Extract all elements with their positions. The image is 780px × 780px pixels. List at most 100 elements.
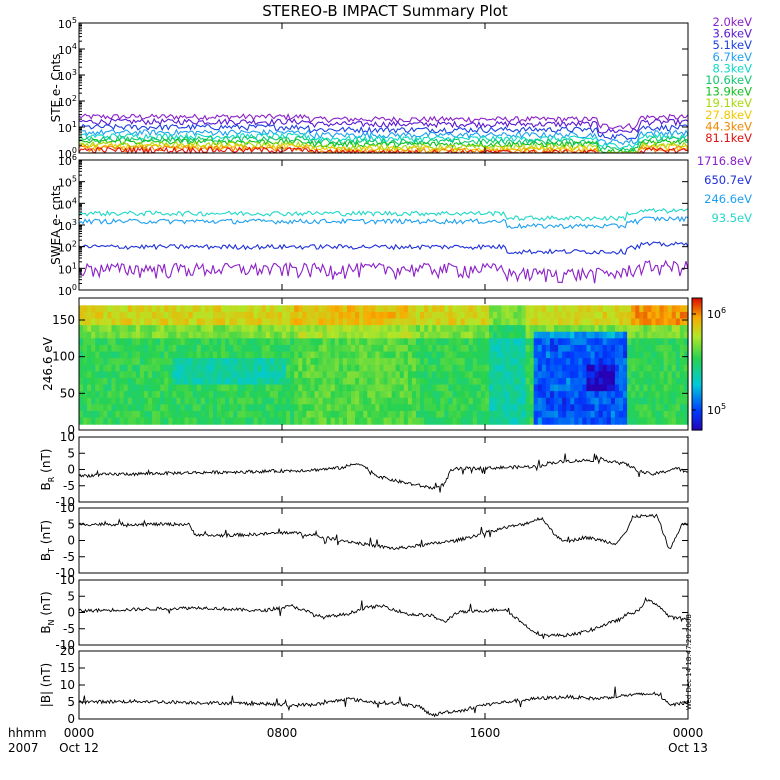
- heatmap-cell: [253, 351, 259, 359]
- heatmap-cell: [663, 410, 669, 419]
- heatmap-cell: [558, 410, 563, 419]
- heatmap-cell: [411, 331, 417, 339]
- heatmap-cell: [554, 397, 559, 405]
- heatmap-cell: [655, 397, 661, 405]
- colorbar-step: [692, 322, 702, 325]
- heatmap-cell: [375, 325, 381, 333]
- heatmap-cell: [99, 344, 104, 353]
- heatmap-cell: [399, 311, 405, 320]
- heatmap-cell: [302, 384, 307, 392]
- heatmap-cell: [533, 305, 539, 313]
- heatmap-cell: [395, 397, 401, 405]
- heatmap-cell: [566, 338, 571, 346]
- colorbar-step: [692, 300, 702, 303]
- heatmap-cell: [196, 344, 202, 353]
- heatmap-cell: [468, 417, 474, 425]
- heatmap-cell: [513, 338, 519, 346]
- heatmap-cell: [212, 344, 218, 353]
- heatmap-cell: [379, 377, 385, 386]
- heatmap-cell: [659, 344, 665, 353]
- heatmap-cell: [493, 318, 498, 326]
- heatmap-cell: [594, 417, 600, 425]
- heatmap-cell: [286, 371, 291, 379]
- heatmap-cell: [241, 377, 247, 386]
- heatmap-cell: [257, 318, 263, 326]
- heatmap-cell: [586, 397, 592, 405]
- heatmap-cell: [172, 384, 178, 392]
- heatmap-cell: [115, 377, 121, 386]
- heatmap-cell: [618, 344, 624, 353]
- heatmap-cell: [424, 391, 429, 399]
- heatmap-cell: [509, 391, 515, 399]
- heatmap-cell: [521, 305, 527, 313]
- heatmap-cell: [387, 397, 393, 405]
- heatmap-cell: [485, 351, 490, 359]
- heatmap-cell: [176, 351, 182, 359]
- heatmap-cell: [448, 338, 454, 346]
- heatmap-cell: [594, 391, 600, 399]
- heatmap-cell: [330, 397, 336, 405]
- heatmap-cell: [99, 311, 104, 320]
- heatmap-cell: [586, 358, 592, 366]
- heatmap-cell: [334, 318, 340, 326]
- heatmap-cell: [558, 397, 563, 405]
- heatmap-cell: [570, 371, 575, 379]
- heatmap-cell: [679, 344, 685, 353]
- heatmap-cell: [590, 344, 596, 353]
- heatmap-cell: [411, 364, 417, 372]
- heatmap-cell: [679, 318, 685, 326]
- heatmap-cell: [594, 338, 600, 346]
- heatmap-cell: [493, 397, 498, 405]
- heatmap-cell: [217, 410, 222, 419]
- heatmap-cell: [184, 351, 190, 359]
- heatmap-cell: [176, 371, 182, 379]
- heatmap-cell: [424, 318, 429, 326]
- heatmap-cell: [375, 311, 381, 320]
- heatmap-cell: [148, 384, 153, 392]
- heatmap-cell: [172, 358, 178, 366]
- heatmap-cell: [639, 410, 644, 419]
- xtick-label-hhmm-0: 0000: [64, 726, 95, 740]
- heatmap-cell: [257, 371, 263, 379]
- heatmap-cell: [225, 344, 230, 353]
- heatmap-cell: [545, 325, 551, 333]
- heatmap-cell: [290, 397, 295, 405]
- heatmap-cell: [111, 331, 117, 339]
- heatmap-cell: [229, 305, 234, 313]
- heatmap-cell: [135, 351, 141, 359]
- heatmap-cell: [204, 391, 210, 399]
- heatmap-cell: [204, 384, 210, 392]
- colorbar-step: [692, 353, 702, 356]
- heatmap-cell: [131, 417, 137, 425]
- heatmap-cell: [265, 318, 271, 326]
- heatmap-cell: [265, 404, 271, 412]
- heatmap-cell: [115, 358, 121, 366]
- heatmap-cell: [302, 325, 307, 333]
- heatmap-cell: [521, 331, 527, 339]
- heatmap-cell: [188, 377, 194, 386]
- colorbar-step: [692, 414, 702, 418]
- heatmap-cell: [651, 384, 657, 392]
- heatmap-cell: [217, 351, 222, 359]
- heatmap-cell: [452, 397, 458, 405]
- heatmap-cell: [594, 311, 600, 320]
- heatmap-cell: [371, 404, 376, 412]
- heatmap-cell: [249, 351, 255, 359]
- heatmap-cell: [493, 325, 498, 333]
- heatmap-cell: [570, 384, 575, 392]
- heatmap-cell: [131, 311, 137, 320]
- heatmap-cell: [525, 371, 531, 379]
- heatmap-cell: [598, 318, 604, 326]
- heatmap-cell: [594, 358, 600, 366]
- heatmap-cell: [651, 391, 657, 399]
- heatmap-cell: [554, 305, 559, 313]
- heatmap-cell: [229, 338, 234, 346]
- heatmap-cell: [436, 417, 441, 425]
- heatmap-cell: [639, 404, 644, 412]
- heatmap-cell: [541, 384, 547, 392]
- heatmap-cell: [590, 305, 596, 313]
- heatmap-cell: [594, 325, 600, 333]
- heatmap-cell: [578, 358, 584, 366]
- heatmap-cell: [346, 377, 352, 386]
- heatmap-cell: [651, 318, 657, 326]
